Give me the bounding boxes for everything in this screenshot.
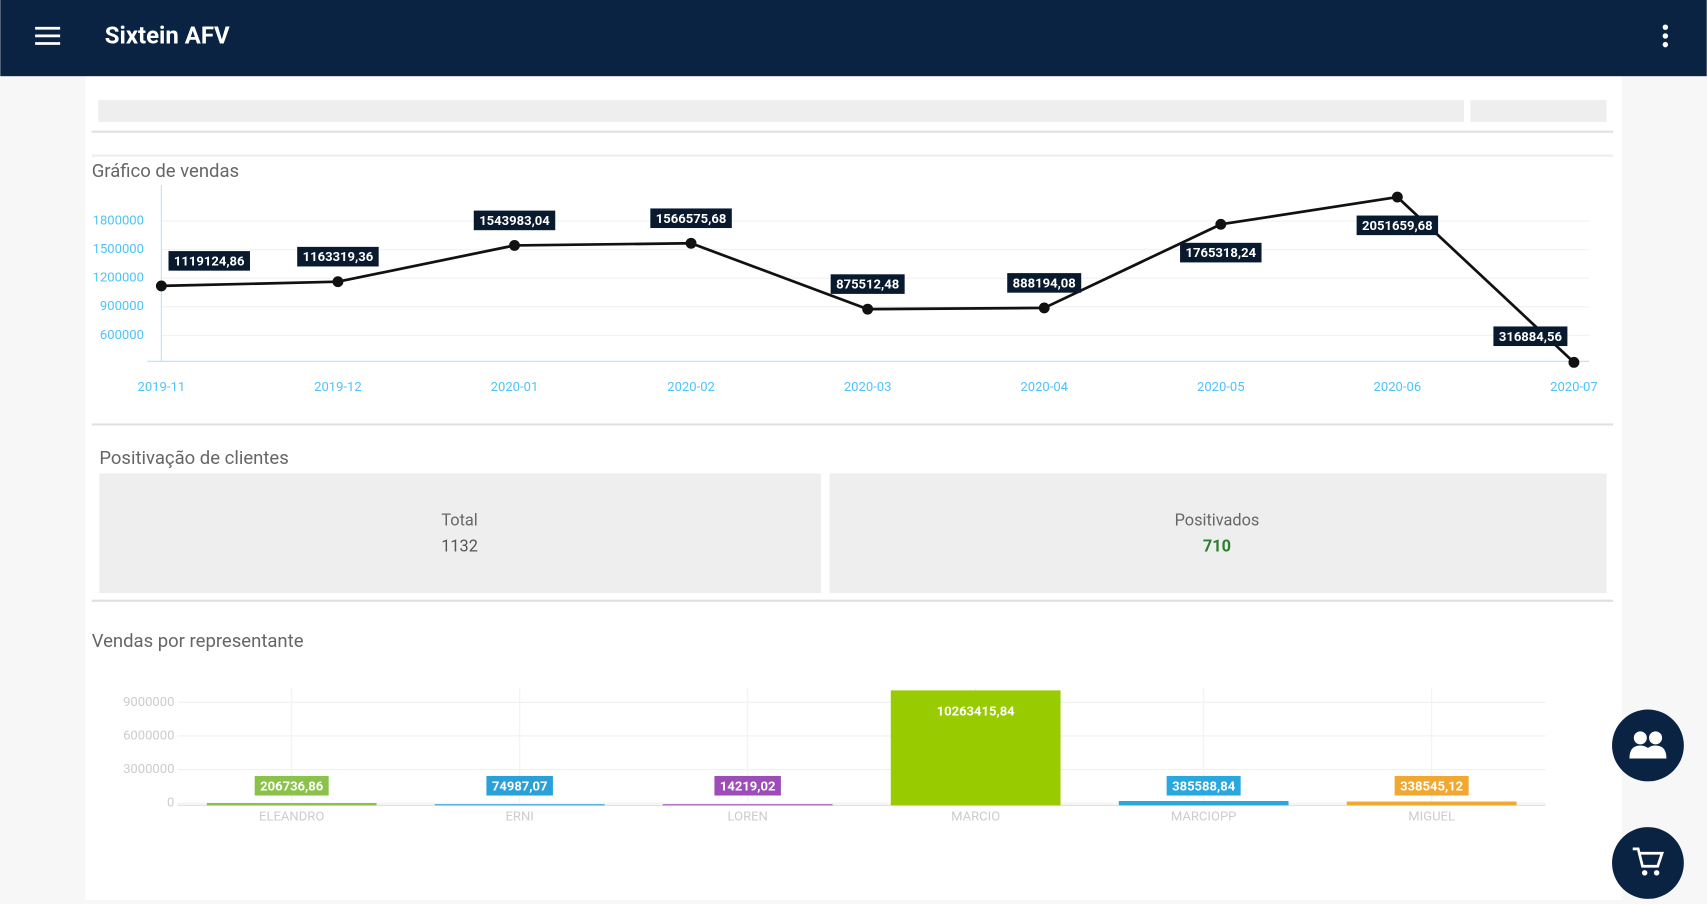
y-tick-label: 6000000 xyxy=(123,728,174,743)
data-point xyxy=(509,239,520,251)
bar xyxy=(206,803,377,806)
fab-icon xyxy=(1633,731,1647,745)
stat-value: 1132 xyxy=(441,537,478,556)
x-tick-label: 2019-12 xyxy=(314,380,362,395)
app-bar xyxy=(0,0,1707,77)
bar xyxy=(434,804,605,806)
data-label: 10263415,84 xyxy=(937,705,1016,720)
y-tick-label: 9000000 xyxy=(123,695,174,710)
y-tick-label: 900000 xyxy=(100,299,144,314)
data-label-bg xyxy=(473,210,556,231)
data-label-bg xyxy=(714,775,781,796)
stat-value: 710 xyxy=(1203,537,1231,556)
data-point xyxy=(1215,218,1227,230)
menu-dot xyxy=(1662,24,1669,30)
section-title: Gráfico de vendas xyxy=(92,160,239,182)
fab xyxy=(1612,709,1684,782)
data-label-bg xyxy=(931,701,1021,721)
data-point xyxy=(685,237,697,249)
data-label: 1163319,36 xyxy=(303,250,374,265)
data-label-bg xyxy=(830,274,905,294)
data-label: 316884,56 xyxy=(1499,330,1563,345)
fab-icon xyxy=(1641,870,1648,876)
menu-dot xyxy=(1662,41,1669,48)
x-tick-label: 2020-06 xyxy=(1374,380,1422,395)
data-label-bg xyxy=(168,251,250,271)
data-label-bg xyxy=(650,208,732,229)
bar xyxy=(1346,801,1517,806)
x-tick-label: MARCIO xyxy=(951,810,1000,825)
bar xyxy=(662,804,833,806)
stat-label: Total xyxy=(441,511,477,530)
data-point xyxy=(1391,191,1403,203)
section-title: Positivação de clientes xyxy=(99,447,288,469)
data-point xyxy=(1568,356,1580,368)
fab-icon xyxy=(1653,870,1660,876)
data-point xyxy=(332,276,344,288)
stat-card xyxy=(829,473,1607,594)
x-tick-label: 2020-07 xyxy=(1550,380,1598,395)
data-label-bg xyxy=(486,775,553,796)
fab-cart[interactable] xyxy=(1612,827,1684,899)
data-label: 74987,07 xyxy=(492,779,548,794)
x-tick-label: MIGUEL xyxy=(1408,810,1455,825)
menu-dot xyxy=(1662,33,1669,39)
data-label-bg xyxy=(1356,215,1439,236)
data-label: 206736,86 xyxy=(260,779,324,794)
filter-button[interactable] xyxy=(1470,100,1607,122)
x-tick-label: 2019-11 xyxy=(138,380,186,395)
y-tick-label: 0 xyxy=(167,796,174,811)
x-tick-label: ERNI xyxy=(506,810,534,825)
data-label-bg xyxy=(254,775,329,796)
data-point xyxy=(155,280,167,292)
x-tick-label: LOREN xyxy=(727,810,767,825)
data-label: 875512,48 xyxy=(836,278,899,293)
menu-button[interactable] xyxy=(35,26,61,45)
data-label: 385588,84 xyxy=(1172,779,1236,794)
bar xyxy=(1118,801,1289,806)
y-tick-label: 600000 xyxy=(100,328,144,343)
data-label-bg xyxy=(1007,273,1082,293)
overflow-menu[interactable] xyxy=(1662,24,1669,48)
data-label: 888194,08 xyxy=(1013,276,1076,291)
x-tick-label: 2020-04 xyxy=(1020,380,1068,395)
data-label-bg xyxy=(297,246,379,267)
y-tick-label: 1200000 xyxy=(93,271,144,286)
data-label-bg xyxy=(1394,775,1469,796)
data-label: 2051659,68 xyxy=(1362,219,1433,234)
x-tick-label: 2020-05 xyxy=(1197,380,1245,395)
data-point xyxy=(862,303,874,315)
y-tick-label: 1500000 xyxy=(93,242,144,257)
x-tick-label: 2020-02 xyxy=(667,380,715,395)
stat-label: Positivados xyxy=(1175,511,1260,530)
data-label: 1765318,24 xyxy=(1185,246,1256,261)
fab-icon xyxy=(1632,847,1664,868)
fab-icon xyxy=(1649,731,1663,745)
filter-field[interactable] xyxy=(98,100,1465,122)
x-tick-label: ELEANDRO xyxy=(259,810,324,825)
x-tick-label: 2020-03 xyxy=(844,380,892,395)
data-label: 338545,12 xyxy=(1400,779,1463,794)
fab-icon xyxy=(1629,745,1667,759)
stat-card xyxy=(99,473,821,594)
data-label: 1119124,86 xyxy=(174,254,245,269)
data-label-bg xyxy=(1493,326,1568,347)
section-title: Vendas por representante xyxy=(92,630,304,652)
data-point xyxy=(1038,302,1050,314)
fab-clients[interactable] xyxy=(1612,709,1684,782)
data-label: 14219,02 xyxy=(720,779,776,794)
data-label-bg xyxy=(1166,775,1241,796)
fab xyxy=(1612,827,1684,899)
x-tick-label: MARCIOPP xyxy=(1171,810,1237,825)
data-label-bg xyxy=(1180,242,1262,263)
y-tick-label: 3000000 xyxy=(123,762,174,777)
app-title: Sixtein AFV xyxy=(105,21,230,49)
x-tick-label: 2020-01 xyxy=(491,380,539,395)
y-tick-label: 1800000 xyxy=(93,213,144,228)
data-label: 1566575,68 xyxy=(656,212,727,227)
data-label: 1543983,04 xyxy=(479,214,550,229)
